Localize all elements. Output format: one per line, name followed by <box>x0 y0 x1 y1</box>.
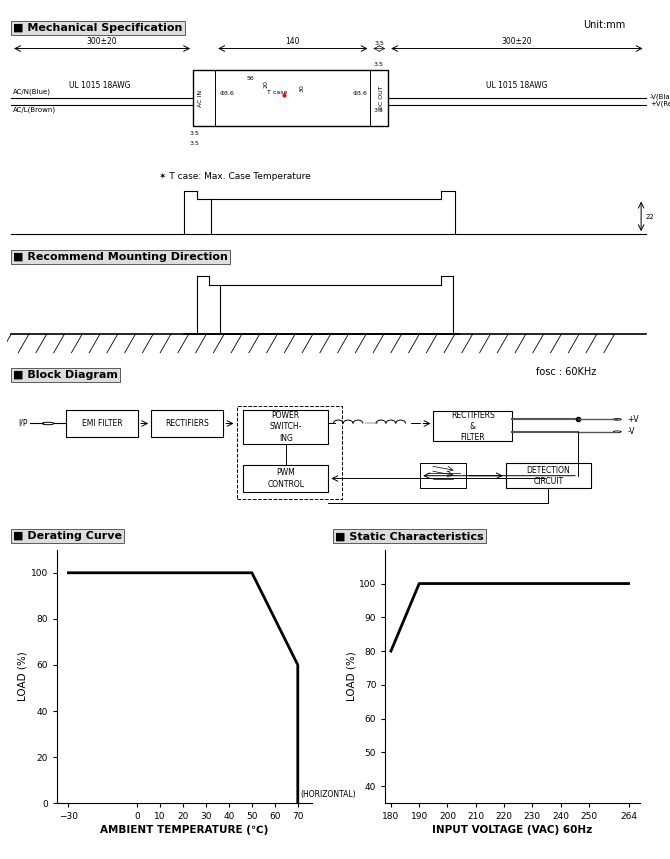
Text: +V: +V <box>627 415 639 423</box>
Text: 20: 20 <box>263 80 268 88</box>
Text: AC/N(Blue): AC/N(Blue) <box>13 88 51 95</box>
Bar <box>420 463 466 488</box>
Text: +V(Red): +V(Red) <box>650 101 670 107</box>
Text: T case: T case <box>267 90 287 94</box>
Text: AC IN: AC IN <box>198 89 202 107</box>
Text: AC/L(Brown): AC/L(Brown) <box>13 107 56 113</box>
Text: (HORIZONTAL): (HORIZONTAL) <box>300 789 356 799</box>
Text: fosc : 60KHz: fosc : 60KHz <box>536 368 596 377</box>
Bar <box>243 465 328 492</box>
Bar <box>506 463 591 488</box>
Text: RECTIFIERS: RECTIFIERS <box>165 419 209 428</box>
Bar <box>66 410 138 437</box>
Text: UL 1015 18AWG: UL 1015 18AWG <box>486 82 547 90</box>
Text: Φ3.6: Φ3.6 <box>352 91 367 96</box>
Text: ■ Recommend Mounting Direction: ■ Recommend Mounting Direction <box>13 253 228 262</box>
Text: Φ3.6: Φ3.6 <box>219 91 234 96</box>
Text: ■ Derating Curve: ■ Derating Curve <box>13 532 123 541</box>
Text: 56: 56 <box>247 76 255 81</box>
Text: UL 1015 18AWG: UL 1015 18AWG <box>69 82 131 90</box>
Text: Unit:mm: Unit:mm <box>583 21 625 30</box>
Y-axis label: LOAD (%): LOAD (%) <box>346 652 356 701</box>
Text: POWER
SWITCH-
ING: POWER SWITCH- ING <box>269 411 302 442</box>
X-axis label: INPUT VOLTAGE (VAC) 60Hz: INPUT VOLTAGE (VAC) 60Hz <box>432 825 593 835</box>
Text: 300±20: 300±20 <box>87 37 117 46</box>
X-axis label: AMBIENT TEMPERATURE (℃): AMBIENT TEMPERATURE (℃) <box>100 825 269 835</box>
Bar <box>151 410 223 437</box>
Text: I/P: I/P <box>18 419 28 428</box>
Bar <box>237 405 342 499</box>
Text: EMI FILTER: EMI FILTER <box>82 419 122 428</box>
Text: DC OUT: DC OUT <box>379 86 384 111</box>
Bar <box>433 411 513 442</box>
Bar <box>193 70 388 126</box>
Text: PWM
CONTROL: PWM CONTROL <box>267 468 304 489</box>
Text: 300±20: 300±20 <box>502 37 532 46</box>
Text: -V: -V <box>627 427 634 436</box>
Text: ■ Mechanical Specification: ■ Mechanical Specification <box>13 23 183 33</box>
Y-axis label: LOAD (%): LOAD (%) <box>18 652 28 701</box>
Text: 3.5: 3.5 <box>190 131 200 136</box>
Text: ■ Block Diagram: ■ Block Diagram <box>13 370 119 380</box>
Text: 3.5: 3.5 <box>375 41 385 46</box>
Bar <box>243 410 328 444</box>
Text: 22: 22 <box>646 214 655 220</box>
Text: DETECTION
CIRCUIT: DETECTION CIRCUIT <box>527 466 570 485</box>
Text: 3.5: 3.5 <box>373 62 383 66</box>
Text: ✶ T case: Max. Case Temperature: ✶ T case: Max. Case Temperature <box>159 172 310 180</box>
Text: ■ Static Characteristics: ■ Static Characteristics <box>335 532 484 541</box>
Text: 3.5: 3.5 <box>190 141 200 146</box>
Text: -V(Black): -V(Black) <box>650 94 670 100</box>
Text: 30: 30 <box>299 84 304 92</box>
Text: RECTIFIERS
&
FILTER: RECTIFIERS & FILTER <box>451 411 494 442</box>
Text: 3.5: 3.5 <box>373 108 383 113</box>
Text: 140: 140 <box>285 37 300 46</box>
